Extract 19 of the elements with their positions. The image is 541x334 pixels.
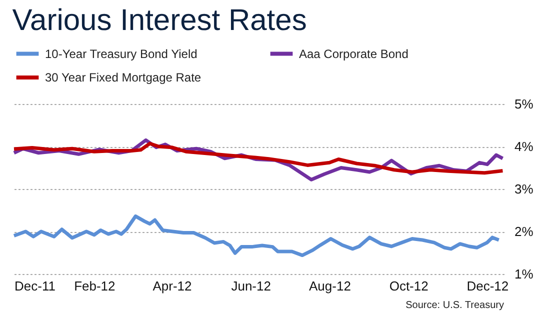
x-tick-label: Jun-12 [231, 278, 271, 294]
x-tick-label: Oct-12 [389, 278, 428, 294]
y-tick-label: 5% [514, 96, 534, 112]
y-tick-label: 1% [514, 266, 534, 282]
y-tick-label: 2% [514, 224, 534, 239]
y-tick-label: 3% [514, 182, 534, 196]
line-series [12, 142, 504, 175]
legend-label: 30 Year Fixed Mortgage Rate [45, 70, 202, 84]
x-tick-label: Aug-12 [309, 278, 351, 294]
y-tick-label: 4% [514, 139, 534, 154]
x-tick-label: Dec-11 [14, 278, 56, 294]
x-tick-label: Feb-12 [74, 278, 116, 294]
line-series [12, 214, 501, 258]
x-tick-label: Apr-12 [152, 278, 192, 294]
legend-label: Aaa Corporate Bond [299, 46, 408, 61]
x-tick-label: Dec-12 [466, 278, 509, 294]
source-note: Source: U.S. Treasury [406, 300, 504, 311]
chart-title: Various Interest Rates [12, 4, 307, 37]
legend-label: 10-Year Treasury Bond Yield [45, 46, 198, 61]
